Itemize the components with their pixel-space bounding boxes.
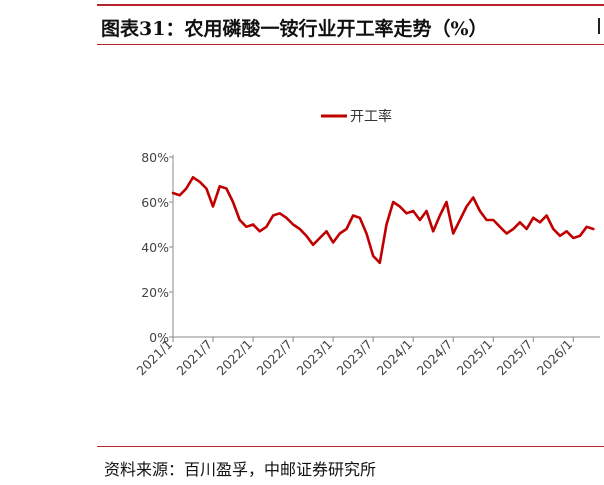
data-point	[485, 219, 488, 221]
data-point	[439, 214, 441, 217]
data-point	[425, 210, 428, 212]
x-tick-label: 2024/7	[414, 337, 456, 379]
data-point	[205, 187, 208, 190]
line-chart: 开工率 0% 20% 40% 60% 80% 2021/12021/72022/1202…	[133, 108, 600, 379]
x-tick-label: 2021/7	[173, 337, 215, 379]
x-tick-label: 2025/1	[454, 337, 496, 379]
y-tick-label: 60%	[141, 195, 169, 210]
data-point	[592, 228, 595, 230]
data-point	[172, 192, 174, 194]
data-point	[539, 221, 541, 224]
footer-rule	[97, 446, 604, 447]
data-point	[185, 187, 188, 190]
data-point	[559, 234, 561, 237]
data-point	[305, 234, 308, 237]
y-tick-label: 0%	[149, 330, 169, 345]
x-tick-label: 2023/1	[294, 337, 336, 379]
data-point	[392, 201, 395, 203]
data-point	[225, 187, 228, 190]
data-point	[358, 216, 361, 219]
data-point	[245, 225, 248, 228]
data-point	[198, 180, 201, 183]
data-point	[218, 185, 221, 188]
data-point	[298, 228, 301, 230]
legend-label: 开工率	[350, 108, 392, 125]
data-point	[459, 219, 461, 221]
data-point	[479, 210, 481, 212]
data-point	[278, 212, 281, 215]
y-tick-label: 20%	[141, 285, 169, 300]
source-note: 资料来源：百川盈孚，中邮证券研究所	[104, 460, 377, 479]
data-point	[519, 221, 521, 224]
x-tick-label: 2022/1	[213, 337, 255, 379]
data-point	[385, 223, 388, 226]
header-bottom-rule	[97, 44, 604, 45]
data-point	[318, 237, 321, 239]
x-tick-label: 2022/7	[254, 337, 296, 379]
x-axis: 2021/12021/72022/12022/72023/12023/72024…	[133, 336, 600, 379]
data-point	[292, 223, 294, 226]
data-point	[232, 201, 234, 203]
data-point	[432, 230, 435, 233]
data-point	[365, 232, 368, 235]
data-point	[352, 214, 354, 217]
data-point	[585, 225, 588, 228]
cropped-neighbor-edge	[598, 18, 604, 34]
x-tick-label: 2025/7	[494, 337, 536, 379]
data-point	[338, 232, 341, 235]
data-point	[178, 194, 181, 197]
chart-legend: 开工率	[321, 108, 392, 125]
data-point	[372, 255, 375, 257]
data-point	[345, 228, 348, 230]
data-point	[238, 219, 241, 221]
plot-area	[171, 176, 595, 265]
data-point	[265, 225, 268, 228]
data-point	[472, 196, 475, 199]
data-point	[325, 230, 328, 233]
data-point	[545, 214, 548, 217]
data-point	[412, 210, 415, 212]
data-point	[572, 237, 575, 239]
data-point	[445, 201, 448, 203]
x-tick-label: 2023/7	[334, 337, 376, 379]
data-point	[452, 232, 455, 235]
data-point	[378, 261, 381, 264]
data-point	[565, 230, 568, 233]
series-line	[171, 176, 595, 265]
data-point	[505, 232, 508, 235]
data-point	[272, 214, 274, 217]
data-point	[405, 212, 408, 215]
data-point	[258, 230, 261, 233]
data-point	[492, 219, 495, 221]
data-point	[312, 243, 314, 246]
header-top-rule	[97, 4, 604, 6]
y-axis: 0% 20% 40% 60% 80%	[141, 150, 174, 345]
data-point	[332, 241, 334, 244]
data-point	[212, 205, 214, 208]
data-point	[192, 176, 194, 179]
data-point	[419, 219, 421, 221]
data-point	[552, 228, 555, 230]
data-point	[252, 223, 255, 226]
data-point	[465, 205, 468, 208]
x-tick-label: 2026/1	[534, 337, 576, 379]
data-point	[499, 225, 501, 228]
x-tick-label: 2024/1	[374, 337, 416, 379]
data-point	[532, 216, 535, 219]
data-point	[398, 205, 401, 208]
y-tick-label: 40%	[141, 240, 169, 255]
chart-caption: 图表31：农用磷酸一铵行业开工率走势（%）	[101, 18, 488, 40]
y-tick-label: 80%	[141, 150, 169, 165]
data-point	[285, 216, 288, 219]
data-point	[512, 228, 515, 230]
data-point	[525, 228, 528, 230]
data-point	[579, 234, 581, 237]
